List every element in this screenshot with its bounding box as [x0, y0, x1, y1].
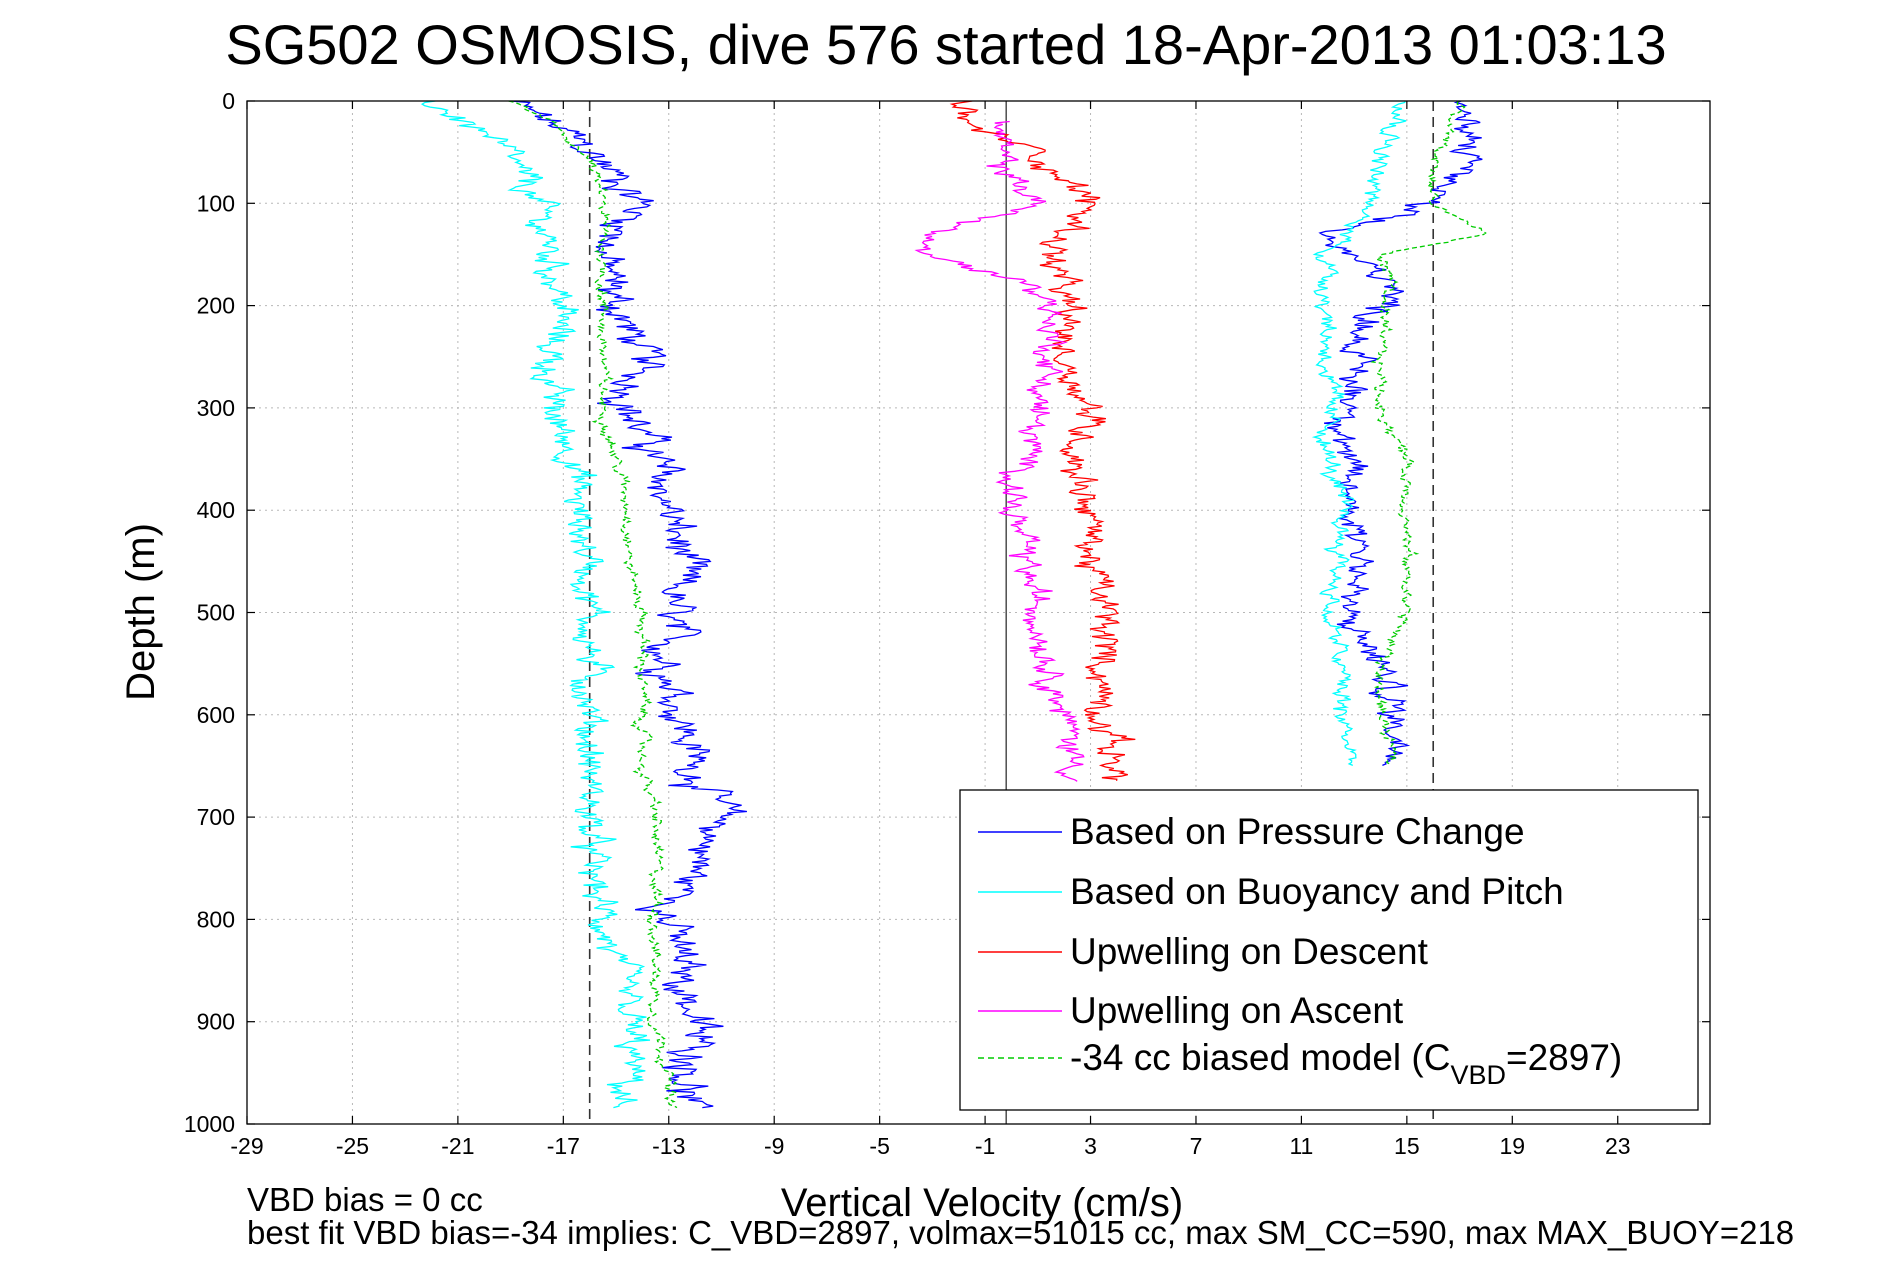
x-tick-label: -9 [764, 1133, 784, 1159]
y-tick-label: 200 [197, 293, 235, 319]
x-tick-label: -1 [975, 1133, 995, 1159]
x-tick-label: 23 [1605, 1133, 1631, 1159]
y-tick-label: 600 [197, 702, 235, 728]
x-tick-label: -5 [869, 1133, 889, 1159]
legend-label: Upwelling on Ascent [1070, 990, 1404, 1031]
series-line-asc_pressure [1318, 101, 1483, 766]
x-axis-ticks: -29 -25 -21 -17 -13 -9 -5 -1 3 7 11 15 19 23 [230, 101, 1631, 1159]
y-axis-ticks: 0 100 200 300 400 500 600 700 800 900 1000 [184, 88, 1710, 1137]
x-tick-label: 15 [1394, 1133, 1420, 1159]
series-line-desc_buoyancy [420, 101, 651, 1109]
y-tick-label: 300 [197, 395, 235, 421]
chart-title: SG502 OSMOSIS, dive 576 started 18-Apr-2… [225, 13, 1666, 76]
x-axis-label: Vertical Velocity (cm/s) [781, 1181, 1183, 1225]
y-tick-label: 900 [197, 1009, 235, 1035]
y-tick-label: 500 [197, 600, 235, 626]
series-line-desc_pressure [510, 101, 747, 1109]
data-series [420, 101, 1487, 1109]
legend-label: -34 cc biased model (CVBD=2897) [1070, 1037, 1622, 1090]
series-line-asc_buoyancy [1311, 101, 1407, 767]
x-tick-label: -25 [336, 1133, 369, 1159]
x-tick-label: -13 [652, 1133, 685, 1159]
x-tick-label: -29 [230, 1133, 263, 1159]
y-axis-label: Depth (m) [119, 523, 163, 701]
legend-label: Based on Buoyancy and Pitch [1070, 871, 1564, 912]
y-tick-label: 400 [197, 497, 235, 523]
legend-box [959, 789, 1699, 1111]
legend-label: Upwelling on Descent [1070, 931, 1429, 972]
y-tick-label: 1000 [184, 1111, 235, 1137]
y-tick-label: 0 [222, 88, 235, 114]
x-tick-label: 19 [1500, 1133, 1526, 1159]
legend: Based on Pressure Change Based on Buoyanc… [959, 789, 1699, 1111]
series-line-asc_model [1370, 101, 1487, 766]
series-line-upwelling_ascent [914, 120, 1085, 782]
y-tick-label: 700 [197, 804, 235, 830]
x-tick-label: 3 [1084, 1133, 1097, 1159]
x-tick-label: 7 [1190, 1133, 1203, 1159]
y-tick-label: 100 [197, 190, 235, 216]
x-tick-label: 11 [1289, 1133, 1313, 1159]
x-tick-label: -21 [441, 1133, 474, 1159]
x-tick-label: -17 [547, 1133, 580, 1159]
series-line-desc_model [508, 101, 678, 1109]
annotation-vbd-bias: VBD bias = 0 cc [247, 1181, 483, 1218]
series-line-upwelling_descent [949, 101, 1136, 781]
annotation-best-fit: best fit VBD bias=-34 implies: C_VBD=289… [247, 1214, 1794, 1251]
y-tick-label: 800 [197, 906, 235, 932]
legend-label: Based on Pressure Change [1070, 811, 1525, 852]
